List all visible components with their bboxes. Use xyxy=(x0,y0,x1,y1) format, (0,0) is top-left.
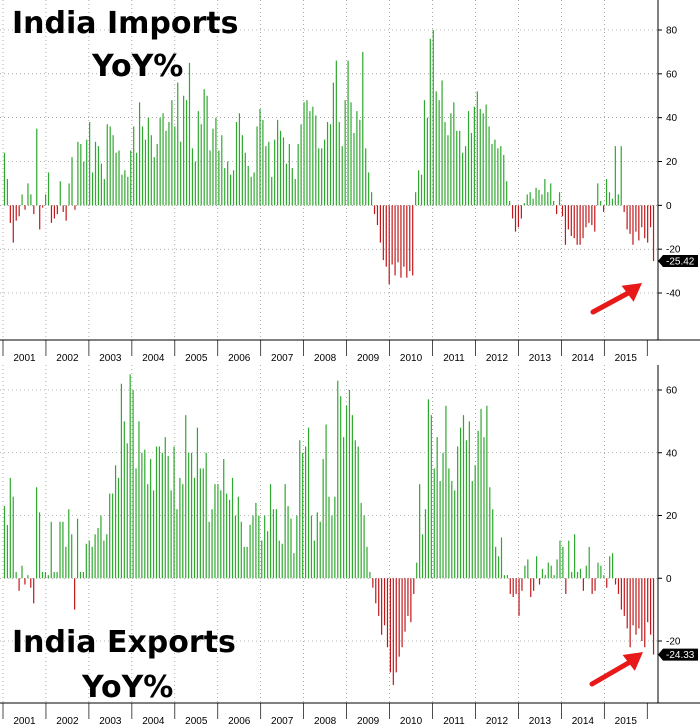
x-tick-label: 2015 xyxy=(615,353,638,364)
x-tick-label: 2005 xyxy=(185,353,208,364)
x-tick-label: 2015 xyxy=(615,716,638,727)
y-tick-label: 0 xyxy=(666,201,672,212)
y-tick-label: -20 xyxy=(666,637,681,648)
x-tick-label: 2012 xyxy=(486,353,509,364)
y-tick-label: 60 xyxy=(666,69,678,80)
y-tick-label: 40 xyxy=(666,113,678,124)
imports-title-line1: India Imports xyxy=(12,6,238,41)
x-tick-label: 2007 xyxy=(271,353,294,364)
annotation-arrow-head xyxy=(621,283,642,302)
x-tick-label: 2009 xyxy=(357,353,380,364)
y-tick-label: 0 xyxy=(666,574,672,585)
x-tick-label: 2013 xyxy=(529,353,552,364)
x-tick-label: 2011 xyxy=(443,716,465,727)
x-tick-label: 2004 xyxy=(142,353,165,364)
x-tick-label: 2014 xyxy=(572,353,595,364)
x-tick-label: 2008 xyxy=(314,716,337,727)
imports-panel: 80 60 40 20 0 -20 -40 2001 2002 2003 2004 2005 2006 2… xyxy=(0,0,700,364)
x-tick-label: 2012 xyxy=(486,716,509,727)
y-tick-label: -20 xyxy=(666,245,681,256)
x-tick-label: 2006 xyxy=(228,716,251,727)
x-tick-label: 2003 xyxy=(99,353,122,364)
last-value-badge xyxy=(658,648,698,661)
x-tick-label: 2006 xyxy=(228,353,251,364)
x-tick-label: 2003 xyxy=(99,716,122,727)
exports-title-line2: YoY% xyxy=(81,670,173,705)
exports-panel: 60 40 20 0 -20 2001 2002 2003 2004 2005 2006 2007 20… xyxy=(0,365,700,727)
x-tick-label: 2001 xyxy=(13,353,36,364)
x-tick-label: 2007 xyxy=(271,716,294,727)
x-tick-label: 2009 xyxy=(357,716,380,727)
x-tick-label: 2001 xyxy=(13,716,36,727)
y-tick-label: 20 xyxy=(666,157,678,168)
x-tick-label: 2010 xyxy=(400,716,423,727)
annotation-arrow-head xyxy=(622,652,643,671)
x-tick-label: 2005 xyxy=(185,716,208,727)
x-tick-label: 2008 xyxy=(314,353,337,364)
x-tick-label: 2004 xyxy=(142,716,165,727)
imports-title-line2: YoY% xyxy=(91,49,183,84)
annotation-arrow-shaft xyxy=(589,659,633,687)
annotation-arrow-shaft xyxy=(590,289,633,315)
x-tick-label: 2010 xyxy=(400,353,423,364)
x-tick-label: 2013 xyxy=(529,716,552,727)
y-tick-label: 20 xyxy=(666,511,678,522)
x-tick-label: 2011 xyxy=(443,353,465,364)
last-value-label: -25.42 xyxy=(666,257,695,268)
exports-title-line1: India Exports xyxy=(12,625,236,660)
x-tick-label: 2014 xyxy=(572,716,595,727)
last-value-badge xyxy=(658,255,698,268)
last-value-label: -24.33 xyxy=(666,650,695,661)
x-tick-label: 2002 xyxy=(56,716,79,727)
x-tick-label: 2002 xyxy=(56,353,79,364)
y-tick-label: 60 xyxy=(666,386,678,397)
y-tick-label: 40 xyxy=(666,448,678,459)
y-tick-label: -40 xyxy=(666,289,681,300)
y-tick-label: 80 xyxy=(666,26,678,37)
